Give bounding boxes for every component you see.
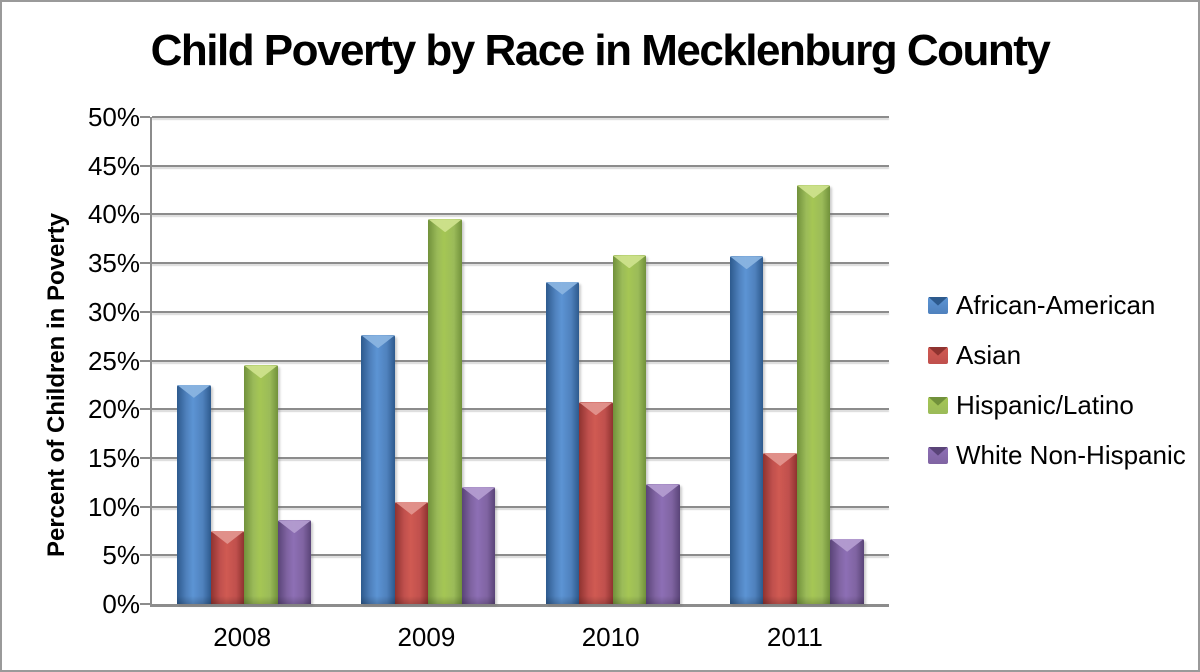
x-tick-label-2011: 2011 — [766, 622, 823, 652]
bar-white-non-hispanic-2010 — [646, 484, 680, 604]
y-axis-tick-35 — [140, 262, 150, 265]
bar-asian-2008 — [210, 530, 245, 605]
legend-marker-icon — [928, 396, 948, 414]
y-axis-tick-40 — [140, 213, 150, 216]
x-tick-label-2009: 2009 — [397, 622, 456, 652]
legend-item-white-non-hispanic: White Non-Hispanic — [928, 430, 1198, 480]
gridline-35 — [152, 262, 889, 265]
y-axis-tick-5 — [140, 554, 150, 557]
gridline-15 — [152, 456, 889, 459]
gridline-45 — [152, 164, 889, 167]
bar-hispanic-latino-2010 — [612, 255, 647, 604]
y-tick-label-35: 35% — [87, 248, 140, 279]
bar-hispanic-latino-2009 — [428, 219, 462, 604]
bar-african-american-2008 — [177, 384, 211, 605]
bar-white-non-hispanic-2009 — [461, 487, 496, 604]
legend-item-hispanic-latino: Hispanic/Latino — [928, 380, 1198, 430]
gridline-10 — [152, 505, 889, 508]
legend-item-african-american: African-American — [928, 280, 1198, 330]
bar-hispanic-latino-2008 — [244, 365, 278, 604]
chart-title: Child Poverty by Race in Mecklenburg Cou… — [150, 26, 1051, 75]
gridline-20 — [152, 408, 889, 411]
bar-african-american-2011 — [729, 256, 764, 604]
gridline-5 — [152, 554, 889, 557]
bar-white-non-hispanic-2008 — [277, 520, 312, 604]
gridline-40 — [152, 213, 889, 216]
y-axis-tick-45 — [140, 164, 150, 167]
x-tick-label-2010: 2010 — [581, 622, 640, 652]
y-tick-label-10: 10% — [87, 491, 140, 522]
x-tick-label-2008: 2008 — [213, 622, 272, 652]
legend-label: African-American — [956, 289, 1156, 320]
gridline-50 — [152, 116, 889, 118]
y-tick-label-50: 50% — [87, 102, 140, 132]
legend-label: Hispanic/Latino — [956, 389, 1134, 420]
y-tick-label-0: 0% — [102, 589, 140, 619]
y-axis-tick-20 — [140, 408, 150, 411]
y-axis-tick-50 — [140, 116, 150, 118]
bar-asian-2009 — [394, 501, 429, 605]
bar-asian-2010 — [579, 402, 613, 604]
y-axis-tick-15 — [140, 456, 150, 459]
plot-area — [140, 116, 889, 607]
y-axis-tick-10 — [140, 505, 150, 508]
legend-label: Asian — [956, 339, 1022, 370]
bar-african-american-2010 — [545, 281, 580, 605]
y-tick-label-25: 25% — [87, 345, 140, 376]
legend-item-asian: Asian — [928, 330, 1198, 380]
bar-white-non-hispanic-2011 — [830, 538, 864, 605]
gridline-25 — [152, 359, 889, 362]
legend-marker-icon — [928, 346, 948, 364]
gridline-30 — [152, 310, 889, 313]
y-tick-label-40: 40% — [87, 199, 140, 230]
bar-asian-2011 — [763, 453, 797, 604]
y-axis-tick-25 — [140, 359, 150, 362]
bar-hispanic-latino-2011 — [796, 185, 831, 604]
legend: African-American Asian Hispanic/Latino Whit… — [928, 280, 1198, 480]
y-tick-label-5: 5% — [102, 540, 140, 571]
legend-marker-icon — [928, 296, 948, 314]
y-axis-tick-30 — [140, 310, 150, 313]
y-tick-label-45: 45% — [87, 150, 140, 181]
y-tick-label-15: 15% — [87, 442, 140, 473]
bar-african-american-2009 — [361, 335, 395, 604]
y-tick-label-30: 30% — [87, 296, 140, 327]
legend-marker-icon — [928, 446, 948, 464]
y-tick-label-20: 20% — [87, 394, 140, 425]
y-axis-tick-0 — [140, 603, 150, 605]
legend-label: White Non-Hispanic — [956, 439, 1186, 470]
